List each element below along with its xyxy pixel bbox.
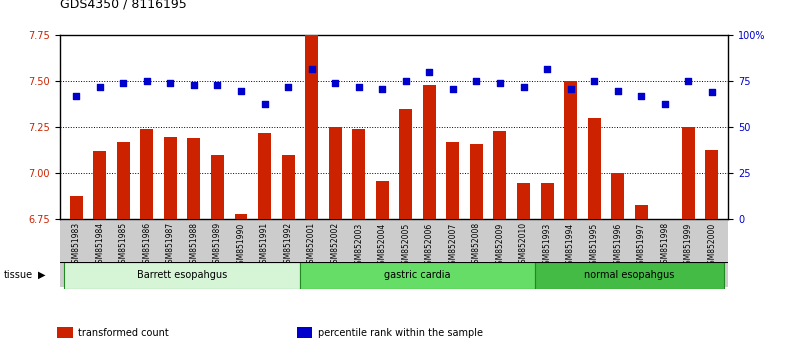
Bar <box>211 155 224 219</box>
Text: gastric cardia: gastric cardia <box>384 270 451 280</box>
Bar <box>376 181 388 219</box>
Point <box>682 79 695 84</box>
Text: tissue: tissue <box>4 270 33 280</box>
Bar <box>70 195 83 219</box>
Bar <box>187 138 201 219</box>
Point <box>329 80 341 86</box>
Bar <box>329 127 341 219</box>
Point <box>540 66 553 72</box>
Point <box>282 84 295 90</box>
Point <box>70 93 83 99</box>
Text: percentile rank within the sample: percentile rank within the sample <box>318 328 482 338</box>
Text: GDS4350 / 8116195: GDS4350 / 8116195 <box>60 0 186 11</box>
Point <box>447 86 459 92</box>
Point <box>423 69 435 75</box>
Point <box>564 86 577 92</box>
Point <box>611 88 624 93</box>
Text: normal esopahgus: normal esopahgus <box>584 270 675 280</box>
Bar <box>423 85 436 219</box>
Bar <box>117 142 130 219</box>
Bar <box>587 118 601 219</box>
Point <box>140 79 153 84</box>
Bar <box>634 205 648 219</box>
Bar <box>305 35 318 219</box>
Bar <box>235 214 248 219</box>
Point <box>376 86 388 92</box>
Bar <box>447 142 459 219</box>
Bar <box>297 327 312 338</box>
Point <box>400 79 412 84</box>
Point <box>211 82 224 88</box>
Bar <box>258 133 271 219</box>
Point <box>517 84 530 90</box>
Point <box>635 93 648 99</box>
Point <box>494 80 506 86</box>
Point <box>305 66 318 72</box>
Text: transformed count: transformed count <box>78 328 169 338</box>
Bar <box>611 173 624 219</box>
Bar <box>400 109 412 219</box>
Point <box>587 79 600 84</box>
Point <box>235 88 248 93</box>
Point <box>470 79 483 84</box>
Bar <box>470 144 483 219</box>
Point <box>93 84 106 90</box>
Bar <box>494 131 506 219</box>
Bar <box>705 149 718 219</box>
Text: Barrett esopahgus: Barrett esopahgus <box>137 270 227 280</box>
Bar <box>682 127 695 219</box>
Bar <box>517 183 530 219</box>
Bar <box>300 262 535 289</box>
Point <box>117 80 130 86</box>
Point <box>188 82 201 88</box>
Bar <box>64 262 300 289</box>
Text: ▶: ▶ <box>38 270 45 280</box>
Point <box>658 101 671 106</box>
Bar <box>93 152 106 219</box>
Bar <box>564 81 577 219</box>
Bar <box>164 137 177 219</box>
Point <box>705 90 718 95</box>
Bar <box>535 262 724 289</box>
Point <box>164 80 177 86</box>
Point <box>353 84 365 90</box>
Bar <box>282 155 295 219</box>
Point <box>258 101 271 106</box>
Bar <box>57 327 72 338</box>
Bar <box>140 129 154 219</box>
Bar <box>352 129 365 219</box>
Bar <box>540 183 553 219</box>
